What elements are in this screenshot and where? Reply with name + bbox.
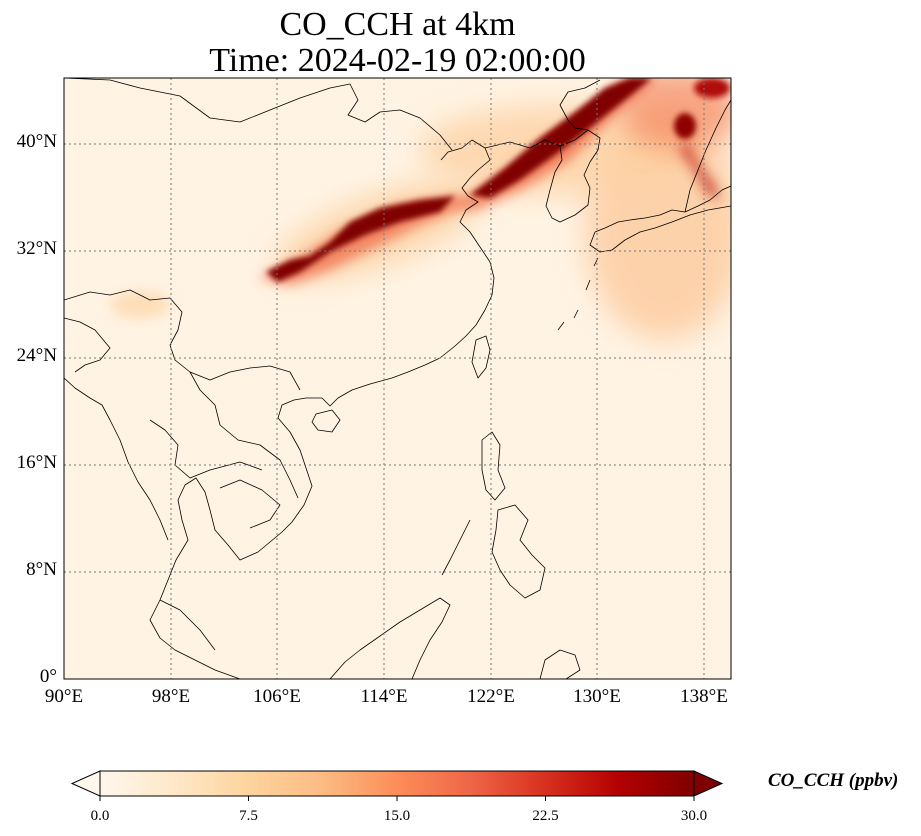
map-area bbox=[64, 78, 731, 679]
colorbar bbox=[70, 770, 724, 801]
laos-border bbox=[189, 371, 299, 499]
plume-northeast-corner bbox=[694, 78, 730, 98]
colorbar-extend-high bbox=[693, 770, 724, 797]
visayas-mindanao-coast bbox=[491, 504, 546, 599]
china-west-border bbox=[64, 289, 301, 391]
palawan-coast bbox=[441, 519, 471, 576]
china-north-border bbox=[64, 78, 453, 151]
co-concentration-field bbox=[110, 78, 731, 340]
colorbar-label: CO_CCH (ppbv) bbox=[768, 770, 899, 791]
lon-tick-label: 98°E bbox=[151, 686, 191, 707]
lat-tick-label: 32°N bbox=[16, 238, 57, 259]
china-coastline bbox=[257, 139, 495, 553]
colorbar-extend-low bbox=[70, 770, 101, 797]
map-frame bbox=[63, 77, 732, 680]
taiwan-coast bbox=[471, 335, 491, 379]
lon-tick-label: 90°E bbox=[44, 686, 84, 707]
lat-tick-label: 8°N bbox=[26, 559, 57, 580]
bangladesh-border bbox=[64, 317, 111, 373]
borneo-coast bbox=[329, 597, 451, 679]
lon-tick-label: 138°E bbox=[680, 686, 728, 707]
lat-tick-label: 0° bbox=[39, 666, 57, 687]
ryukyu-islands bbox=[557, 257, 599, 331]
malaysia-border bbox=[159, 599, 216, 651]
colorbar-tick-label: 15.0 bbox=[383, 808, 411, 824]
chart-title: CO_CCH at 4km bbox=[279, 6, 516, 43]
luzon-coast bbox=[481, 431, 506, 501]
indochina-coastline bbox=[149, 477, 259, 679]
plume-tibet-haze bbox=[110, 291, 170, 319]
lon-tick-label: 114°E bbox=[360, 686, 408, 707]
lon-tick-label: 130°E bbox=[573, 686, 621, 707]
colorbar-gradient bbox=[99, 770, 695, 797]
hainan-coast bbox=[311, 409, 341, 433]
sulawesi-coast bbox=[539, 649, 581, 679]
chart-subtitle-time: Time: 2024-02-19 02:00:00 bbox=[209, 42, 586, 79]
cambodia-border bbox=[219, 479, 281, 529]
japan-north-coast bbox=[684, 99, 731, 213]
thailand-border bbox=[149, 419, 263, 479]
lon-tick-label: 106°E bbox=[253, 686, 301, 707]
burma-coastline bbox=[64, 377, 169, 541]
plume-japan-arm bbox=[680, 140, 720, 200]
colorbar-tick-label: 7.5 bbox=[239, 808, 258, 824]
lat-tick-label: 40°N bbox=[16, 131, 57, 152]
plume-northeast-core bbox=[470, 78, 652, 198]
plume-sea-of-japan-core bbox=[674, 113, 696, 139]
colorbar-tick-label: 22.5 bbox=[532, 808, 559, 824]
colorbar-tick-label: 0.0 bbox=[90, 808, 110, 824]
gridlines bbox=[64, 78, 731, 679]
lat-tick-label: 16°N bbox=[16, 452, 57, 473]
colorbar-tick-label: 30.0 bbox=[680, 808, 708, 824]
plume-central-core bbox=[266, 196, 455, 282]
lon-tick-label: 122°E bbox=[467, 686, 515, 707]
lat-tick-label: 24°N bbox=[16, 345, 57, 366]
